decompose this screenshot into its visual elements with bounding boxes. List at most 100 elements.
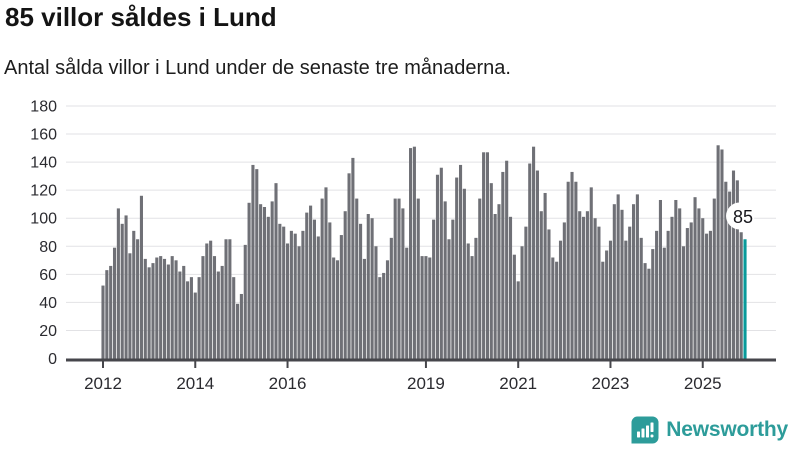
bar xyxy=(182,265,186,359)
bar xyxy=(705,233,709,359)
bar xyxy=(397,198,401,359)
chart-title: 85 villor såldes i Lund xyxy=(5,2,277,32)
bar xyxy=(328,222,332,359)
bar xyxy=(220,265,224,359)
newsworthy-wordmark: Newsworthy xyxy=(666,418,788,441)
bar xyxy=(689,222,693,359)
bar xyxy=(662,247,666,359)
bar xyxy=(186,281,190,359)
bar xyxy=(485,152,489,359)
x-axis-tick-label: 2025 xyxy=(684,374,722,393)
bar xyxy=(512,254,516,359)
bar xyxy=(266,216,270,359)
bar xyxy=(558,240,563,359)
bar xyxy=(120,223,124,359)
bar xyxy=(162,258,167,359)
bar xyxy=(466,243,470,359)
bar xyxy=(562,222,566,359)
bar xyxy=(535,170,539,359)
bar xyxy=(708,230,712,359)
bar xyxy=(612,204,616,359)
bar xyxy=(643,263,647,359)
bar xyxy=(247,202,251,359)
bar xyxy=(159,256,163,359)
bar xyxy=(382,272,386,359)
bar xyxy=(109,265,113,359)
bar xyxy=(209,240,213,359)
bar xyxy=(385,260,390,359)
x-axis-tick-label: 2012 xyxy=(84,374,122,393)
bar xyxy=(293,233,297,359)
bar xyxy=(270,201,274,359)
bar xyxy=(574,181,578,359)
bar xyxy=(655,230,659,359)
bar xyxy=(409,148,413,359)
bar xyxy=(458,164,463,359)
bar xyxy=(728,191,732,359)
bar xyxy=(532,146,536,359)
bar xyxy=(501,171,505,359)
bar xyxy=(405,247,409,359)
newsworthy-logo[interactable]: Newsworthy xyxy=(631,416,788,444)
bar xyxy=(378,277,382,359)
bar xyxy=(547,229,551,359)
bar xyxy=(343,211,347,359)
y-axis-tick-label: 40 xyxy=(39,295,57,312)
bar xyxy=(285,243,290,359)
bar xyxy=(309,205,313,359)
bar xyxy=(455,177,459,359)
bar xyxy=(355,198,359,359)
bar xyxy=(597,226,601,359)
y-axis-tick-label: 160 xyxy=(30,127,57,144)
y-axis-tick-label: 120 xyxy=(30,183,57,200)
bar xyxy=(474,237,478,359)
y-axis-tick-label: 60 xyxy=(39,267,57,284)
bar xyxy=(420,256,424,359)
y-axis-tick-label: 0 xyxy=(48,351,57,368)
bar xyxy=(647,268,651,359)
x-axis-tick-label: 2021 xyxy=(499,374,537,393)
bar xyxy=(170,256,174,359)
annotation-pill xyxy=(726,202,754,230)
y-axis-tick-label: 140 xyxy=(30,155,57,172)
bar xyxy=(470,256,474,359)
y-axis-tick-label: 100 xyxy=(30,211,57,228)
bar xyxy=(570,171,574,359)
bar xyxy=(351,157,355,359)
y-axis-tick-label: 20 xyxy=(39,323,57,340)
bar xyxy=(524,226,528,359)
bar-chart: 0 20 40 60 80 100 120 140 160 180 2012 2014 2016 2019… xyxy=(30,99,776,393)
bar xyxy=(670,216,674,359)
bar xyxy=(332,257,336,359)
bar xyxy=(685,228,689,359)
bar xyxy=(193,292,197,359)
bar xyxy=(674,199,678,359)
bar xyxy=(608,240,613,359)
bar xyxy=(582,216,586,359)
bar xyxy=(274,183,278,359)
bar xyxy=(635,194,639,359)
bar xyxy=(701,218,705,359)
highlighted-bar xyxy=(743,239,747,359)
bar xyxy=(489,183,493,359)
bar xyxy=(412,146,416,359)
bar xyxy=(585,211,589,359)
bar xyxy=(505,160,509,359)
bar xyxy=(339,235,343,359)
bar xyxy=(105,270,109,359)
bar xyxy=(112,247,117,359)
bar xyxy=(401,208,405,359)
bar xyxy=(620,209,624,359)
bar xyxy=(289,230,293,359)
bar xyxy=(497,204,501,359)
bar xyxy=(178,271,182,359)
bar xyxy=(528,163,532,359)
bar xyxy=(262,207,267,359)
y-axis-tick-label: 80 xyxy=(39,239,57,256)
bar xyxy=(439,167,443,359)
bar xyxy=(166,264,170,359)
bar xyxy=(639,237,643,359)
bar xyxy=(616,194,620,359)
bar xyxy=(224,239,228,359)
bar xyxy=(205,243,209,359)
